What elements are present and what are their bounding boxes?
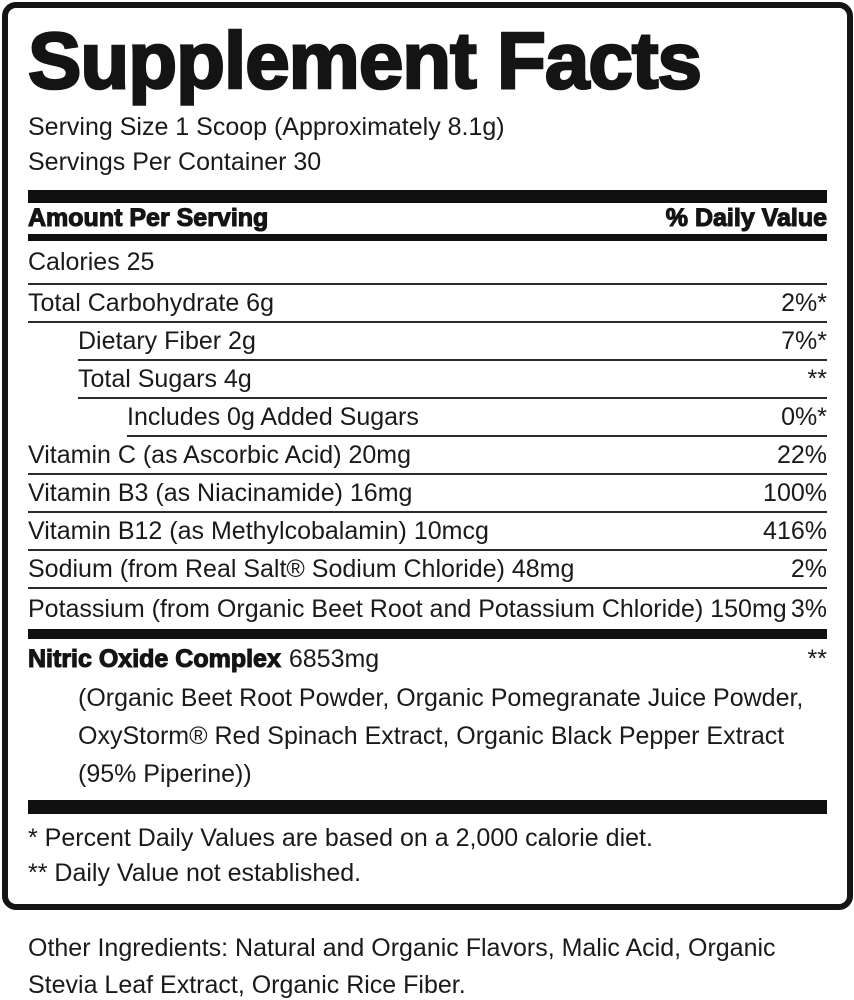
panel-title: Supplement Facts [27, 15, 704, 107]
row-total-sugars: Total Sugars 4g ** [78, 361, 827, 399]
blend-title: Nitric Oxide Complex 6853mg [27, 644, 380, 674]
nutrient-value: 416% [763, 516, 827, 545]
nutrient-label: Vitamin C (as Ascorbic Acid) 20mg [28, 440, 412, 469]
blend-ingredients-line: OxyStorm® Red Spinach Extract, Organic B… [78, 722, 785, 750]
blend-amount: 6853mg [288, 644, 380, 673]
row-total-carbohydrate: Total Carbohydrate 6g 2%* [28, 285, 827, 323]
blend-daily-value: ** [807, 644, 827, 673]
nutrient-value: 2%* [781, 288, 827, 317]
footnote-not-established: ** Daily Value not established. [28, 859, 362, 887]
blend-ingredients: (Organic Beet Root Powder, Organic Pomeg… [78, 679, 827, 793]
nutrient-value: ** [807, 364, 827, 393]
row-calories: Calories 25 [28, 241, 827, 285]
nutrient-label: Vitamin B12 (as Methylcobalamin) 10mcg [28, 516, 489, 545]
footnote-daily-values: * Percent Daily Values are based on a 2,… [28, 824, 653, 852]
row-vitamin-c: Vitamin C (as Ascorbic Acid) 20mg 22% [28, 437, 827, 475]
nutrient-label: Sodium (from Real Salt® Sodium Chloride)… [28, 554, 575, 583]
nutrient-value: 100% [763, 478, 827, 507]
row-dietary-fiber: Dietary Fiber 2g 7%* [78, 323, 827, 361]
supplement-facts-panel: Supplement Facts Serving Size 1 Scoop (A… [2, 2, 853, 910]
row-sodium: Sodium (from Real Salt® Sodium Chloride)… [28, 551, 827, 589]
daily-value-header: % Daily Value [665, 203, 827, 232]
column-header-row: Amount Per Serving % Daily Value [27, 203, 828, 241]
nutrient-value: 2% [790, 554, 827, 583]
blend-name: Nitric Oxide Complex [27, 644, 281, 673]
blend-ingredients-line: (95% Piperine)) [78, 760, 252, 788]
nutrient-label: Potassium (from Organic Beet Root and Po… [28, 594, 787, 623]
nutrient-label: Calories 25 [28, 247, 155, 276]
nutrient-label: Includes 0g Added Sugars [127, 402, 419, 431]
nutrient-value: 7%* [781, 326, 827, 355]
divider-bar-blend [28, 629, 827, 639]
row-vitamin-b12: Vitamin B12 (as Methylcobalamin) 10mcg 4… [28, 513, 827, 551]
row-vitamin-b3: Vitamin B3 (as Niacinamide) 16mg 100% [28, 475, 827, 513]
nutrient-value: 0%* [781, 402, 827, 431]
serving-size-text: Serving Size 1 Scoop (Approximately 8.1g… [28, 113, 505, 141]
nutrient-value: 22% [776, 440, 827, 469]
nutrient-label: Total Sugars 4g [78, 364, 252, 393]
divider-bar-top [28, 190, 827, 203]
divider-bar-footnotes [28, 800, 827, 814]
row-potassium: Potassium (from Organic Beet Root and Po… [28, 589, 827, 629]
row-added-sugars: Includes 0g Added Sugars 0%* [127, 399, 827, 437]
row-nitric-oxide-complex: Nitric Oxide Complex 6853mg ** [27, 639, 827, 679]
nutrient-label: Dietary Fiber 2g [78, 326, 256, 355]
nutrient-value: 3% [790, 594, 827, 623]
amount-per-serving-header: Amount Per Serving [27, 203, 269, 232]
other-ingredients-text: Other Ingredients: Natural and Organic F… [28, 934, 776, 999]
blend-ingredients-line: (Organic Beet Root Powder, Organic Pomeg… [78, 684, 804, 712]
nutrient-label: Total Carbohydrate 6g [28, 288, 274, 317]
nutrient-label: Vitamin B3 (as Niacinamide) 16mg [28, 478, 413, 507]
footnotes: * Percent Daily Values are based on a 2,… [28, 821, 827, 891]
serving-info: Serving Size 1 Scoop (Approximately 8.1g… [28, 110, 827, 180]
servings-per-container-text: Servings Per Container 30 [28, 148, 322, 176]
